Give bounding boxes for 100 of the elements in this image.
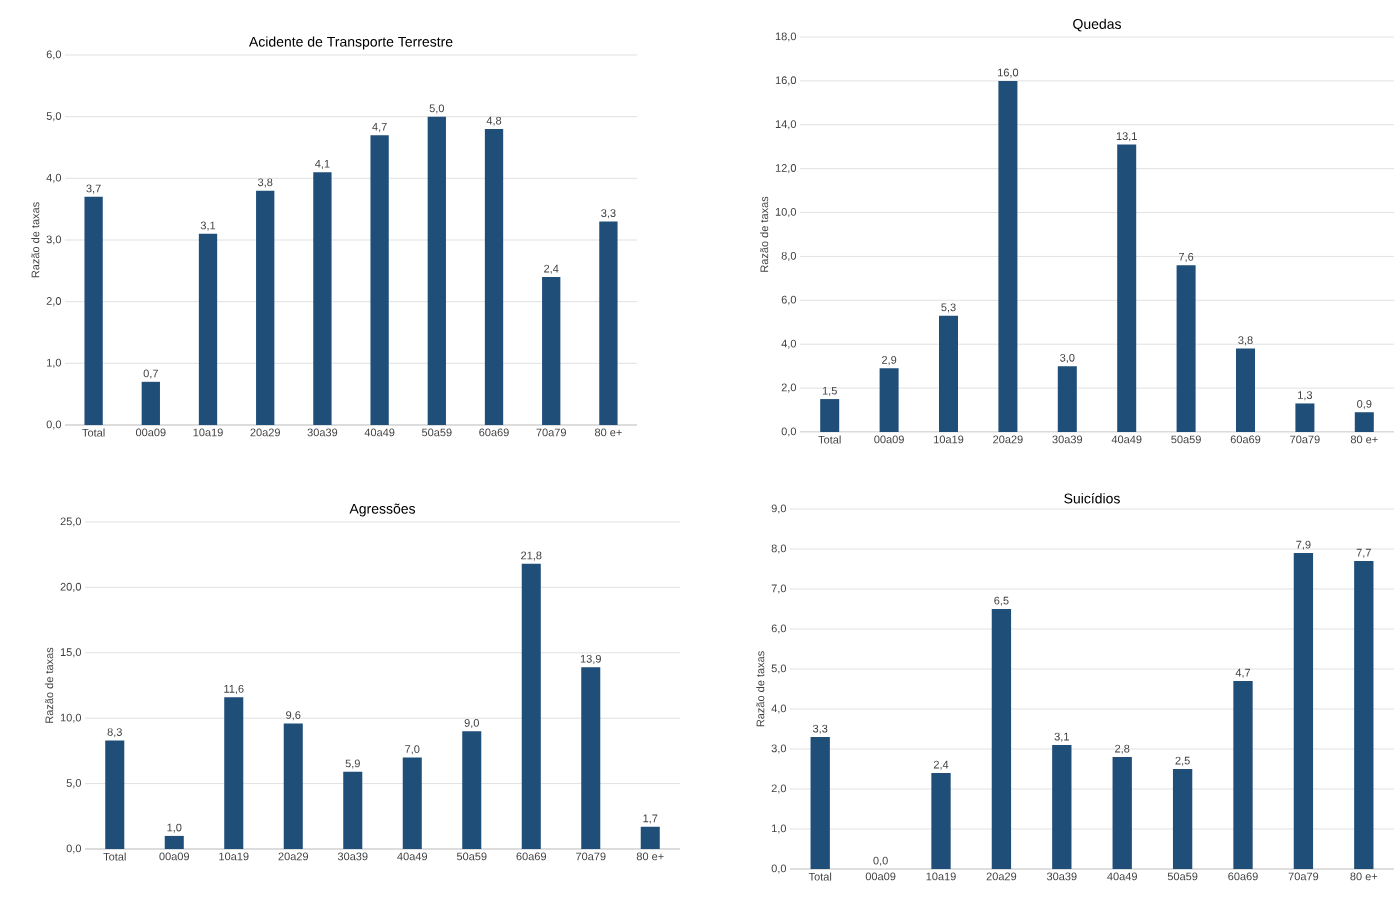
x-tick-label: 30a39	[337, 852, 368, 861]
data-label: 9,0	[464, 718, 479, 729]
chart-title: Agressões	[349, 503, 416, 517]
x-tick-label: 80 e+	[636, 852, 664, 861]
data-label: 21,8	[521, 551, 542, 561]
bar	[427, 116, 446, 425]
x-tick-label: 30a39	[1046, 872, 1077, 881]
x-tick-label: 80 e+	[1350, 872, 1378, 881]
data-label: 3,0	[1060, 353, 1075, 363]
x-tick-label: 40a49	[1111, 435, 1142, 444]
data-label: 2,8	[1115, 744, 1130, 754]
x-tick-label: 40a49	[364, 428, 395, 437]
bar	[141, 381, 160, 425]
bar	[283, 723, 303, 849]
data-label: 4,7	[372, 122, 387, 132]
y-tick-label: 4,0	[771, 704, 787, 714]
x-tick-label: 00a09	[135, 428, 166, 437]
y-tick-label: 4,0	[781, 339, 797, 349]
x-tick-label: 20a29	[993, 435, 1023, 444]
bar	[1236, 348, 1256, 432]
bar	[256, 190, 275, 425]
bar	[313, 172, 332, 425]
bar	[462, 731, 482, 849]
data-label: 4,8	[486, 116, 502, 126]
y-tick-label: 14,0	[775, 120, 797, 130]
y-tick-label: 2,0	[771, 784, 787, 794]
y-axis-title: Razão de taxas	[31, 202, 40, 278]
y-tick-label: 6,0	[46, 50, 62, 60]
data-label: 5,0	[429, 104, 445, 114]
x-tick-label: Total	[103, 852, 126, 861]
bar	[1112, 756, 1132, 869]
data-label: 4,7	[1235, 668, 1251, 678]
data-label: 5,3	[941, 303, 956, 313]
data-label: 2,4	[544, 264, 559, 274]
bar	[879, 368, 899, 432]
y-tick-label: 6,0	[771, 624, 787, 634]
x-tick-label: Total	[808, 872, 832, 881]
bar	[198, 233, 218, 425]
bar	[640, 826, 660, 849]
x-tick-label: 30a39	[1052, 435, 1083, 444]
y-tick-label: 8,0	[781, 251, 797, 261]
x-tick-label: 40a49	[1107, 872, 1137, 881]
data-label: 2,9	[882, 356, 897, 366]
y-tick-label: 3,0	[771, 744, 787, 754]
data-label: 1,7	[643, 814, 658, 824]
x-tick-label: 80 e+	[594, 428, 622, 437]
y-tick-label: 12,0	[775, 164, 797, 174]
y-tick-label: 20,0	[60, 582, 82, 592]
x-tick-label: 20a29	[278, 852, 309, 861]
y-tick-label: 2,0	[46, 297, 62, 307]
data-label: 7,6	[1179, 252, 1194, 263]
bar	[84, 196, 103, 425]
data-label: 3,7	[86, 184, 101, 194]
chart-title: Suicídios	[1064, 493, 1120, 504]
x-tick-label: 10a19	[934, 435, 964, 444]
data-label: 7,9	[1296, 540, 1311, 550]
x-tick-label: 70a79	[1288, 872, 1319, 881]
y-tick-label: 5,0	[66, 779, 82, 789]
data-label: 6,5	[994, 596, 1009, 606]
data-label: 3,3	[812, 724, 828, 734]
data-label: 3,1	[1054, 732, 1069, 742]
x-tick-label: 50a59	[421, 428, 452, 437]
y-tick-label: 1,0	[47, 358, 62, 368]
y-tick-label: 16,0	[775, 76, 797, 86]
data-label: 1,0	[167, 823, 182, 833]
x-tick-label: 00a09	[874, 435, 904, 444]
bar	[820, 399, 840, 432]
data-label: 1,5	[822, 386, 837, 396]
data-label: 13,9	[580, 654, 601, 664]
y-axis-title: Razão de taxas	[45, 647, 54, 723]
bar	[1354, 412, 1374, 432]
bar	[1233, 680, 1253, 869]
bar	[224, 697, 244, 849]
bar	[484, 128, 504, 425]
bar	[370, 135, 389, 425]
x-tick-label: Total	[82, 428, 105, 437]
data-label: 16,0	[998, 68, 1019, 78]
chart-title: Acidente de Transporte Terrestre	[248, 36, 453, 50]
bar	[1176, 265, 1196, 432]
data-label: 0,7	[143, 369, 158, 379]
y-tick-label: 0,0	[46, 420, 62, 430]
x-tick-label: 60a69	[516, 852, 547, 861]
data-label: 13,1	[1116, 132, 1137, 142]
x-tick-label: 60a69	[1230, 435, 1261, 444]
data-label: 8,3	[107, 728, 122, 738]
data-label: 3,1	[200, 221, 216, 231]
bar	[343, 771, 363, 849]
x-tick-label: 10a19	[926, 872, 956, 881]
bar	[991, 608, 1012, 869]
y-tick-label: 15,0	[60, 648, 82, 658]
data-label: 5,9	[345, 759, 360, 769]
bar	[1295, 403, 1315, 432]
bar	[599, 221, 618, 425]
bar	[1293, 552, 1314, 869]
y-tick-label: 4,0	[46, 173, 62, 183]
y-tick-label: 7,0	[771, 584, 787, 594]
x-tick-label: 00a09	[159, 852, 190, 861]
data-label: 2,4	[933, 760, 949, 770]
data-label: 7,7	[1356, 548, 1371, 558]
x-tick-label: 50a59	[1171, 435, 1201, 444]
